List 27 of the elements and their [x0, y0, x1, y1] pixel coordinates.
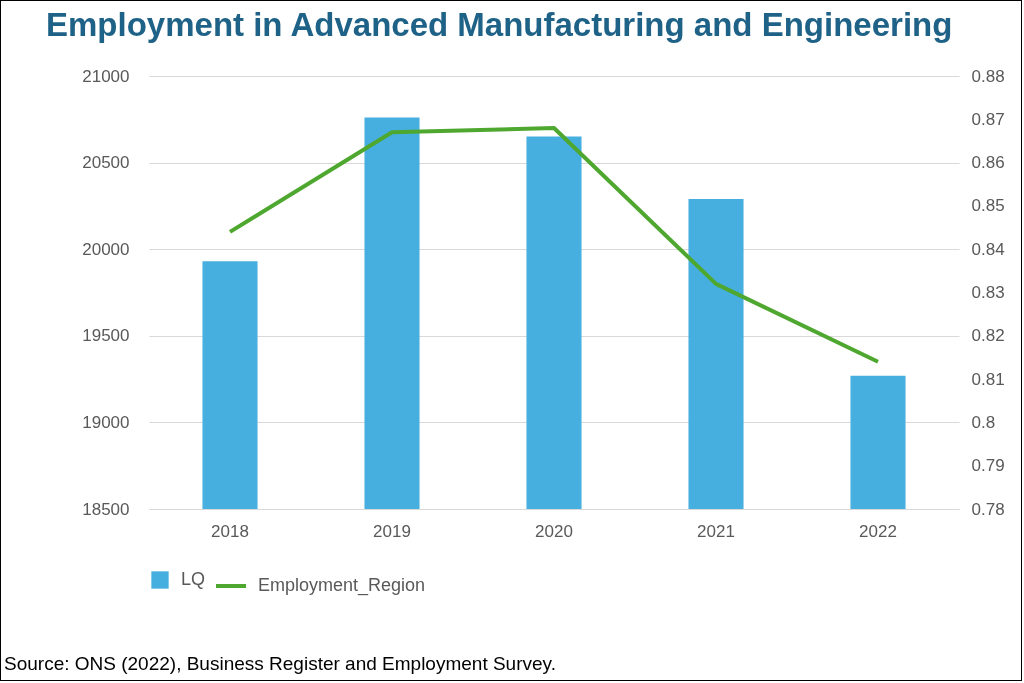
x-tick-label: 2020	[535, 521, 573, 541]
line-series	[228, 125, 880, 364]
chart-title: Employment in Advanced Manufacturing and Engineering	[46, 6, 953, 43]
y-tick-label: 19500	[82, 326, 130, 346]
y-tick-label: 20500	[82, 153, 130, 173]
y-tick-label: 19000	[82, 412, 130, 432]
y2-tick-label: 0.85	[971, 196, 1005, 216]
y2-tick-label: 0.82	[971, 326, 1005, 346]
y2-tick-label: 0.8	[971, 412, 996, 432]
x-tick-label: 2018	[211, 521, 249, 541]
y-tick-label: 20000	[82, 239, 130, 259]
source-note: Source: ONS (2022), Business Register and Employment Survey.	[4, 653, 556, 675]
y2-tick-label: 0.81	[971, 369, 1005, 389]
x-tick-label: 2021	[697, 521, 735, 541]
y2-tick-label: 0.84	[971, 239, 1005, 259]
y-tick-label: 18500	[82, 499, 130, 519]
legend-label: LQ	[181, 569, 206, 589]
y2-tick-label: 0.83	[971, 283, 1005, 302]
y2-tick-label: 0.86	[971, 153, 1005, 173]
y2-tick-label: 0.79	[971, 456, 1005, 476]
x-tick-label: 2019	[373, 521, 411, 541]
y-tick-label: 21000	[82, 66, 130, 86]
x-tick-label: 2022	[859, 521, 897, 541]
y2-tick-label: 0.87	[971, 109, 1005, 129]
y2-tick-label: 0.78	[971, 499, 1005, 519]
y2-tick-label: 0.88	[971, 66, 1005, 86]
legend-label: Employment_Region	[258, 575, 426, 596]
